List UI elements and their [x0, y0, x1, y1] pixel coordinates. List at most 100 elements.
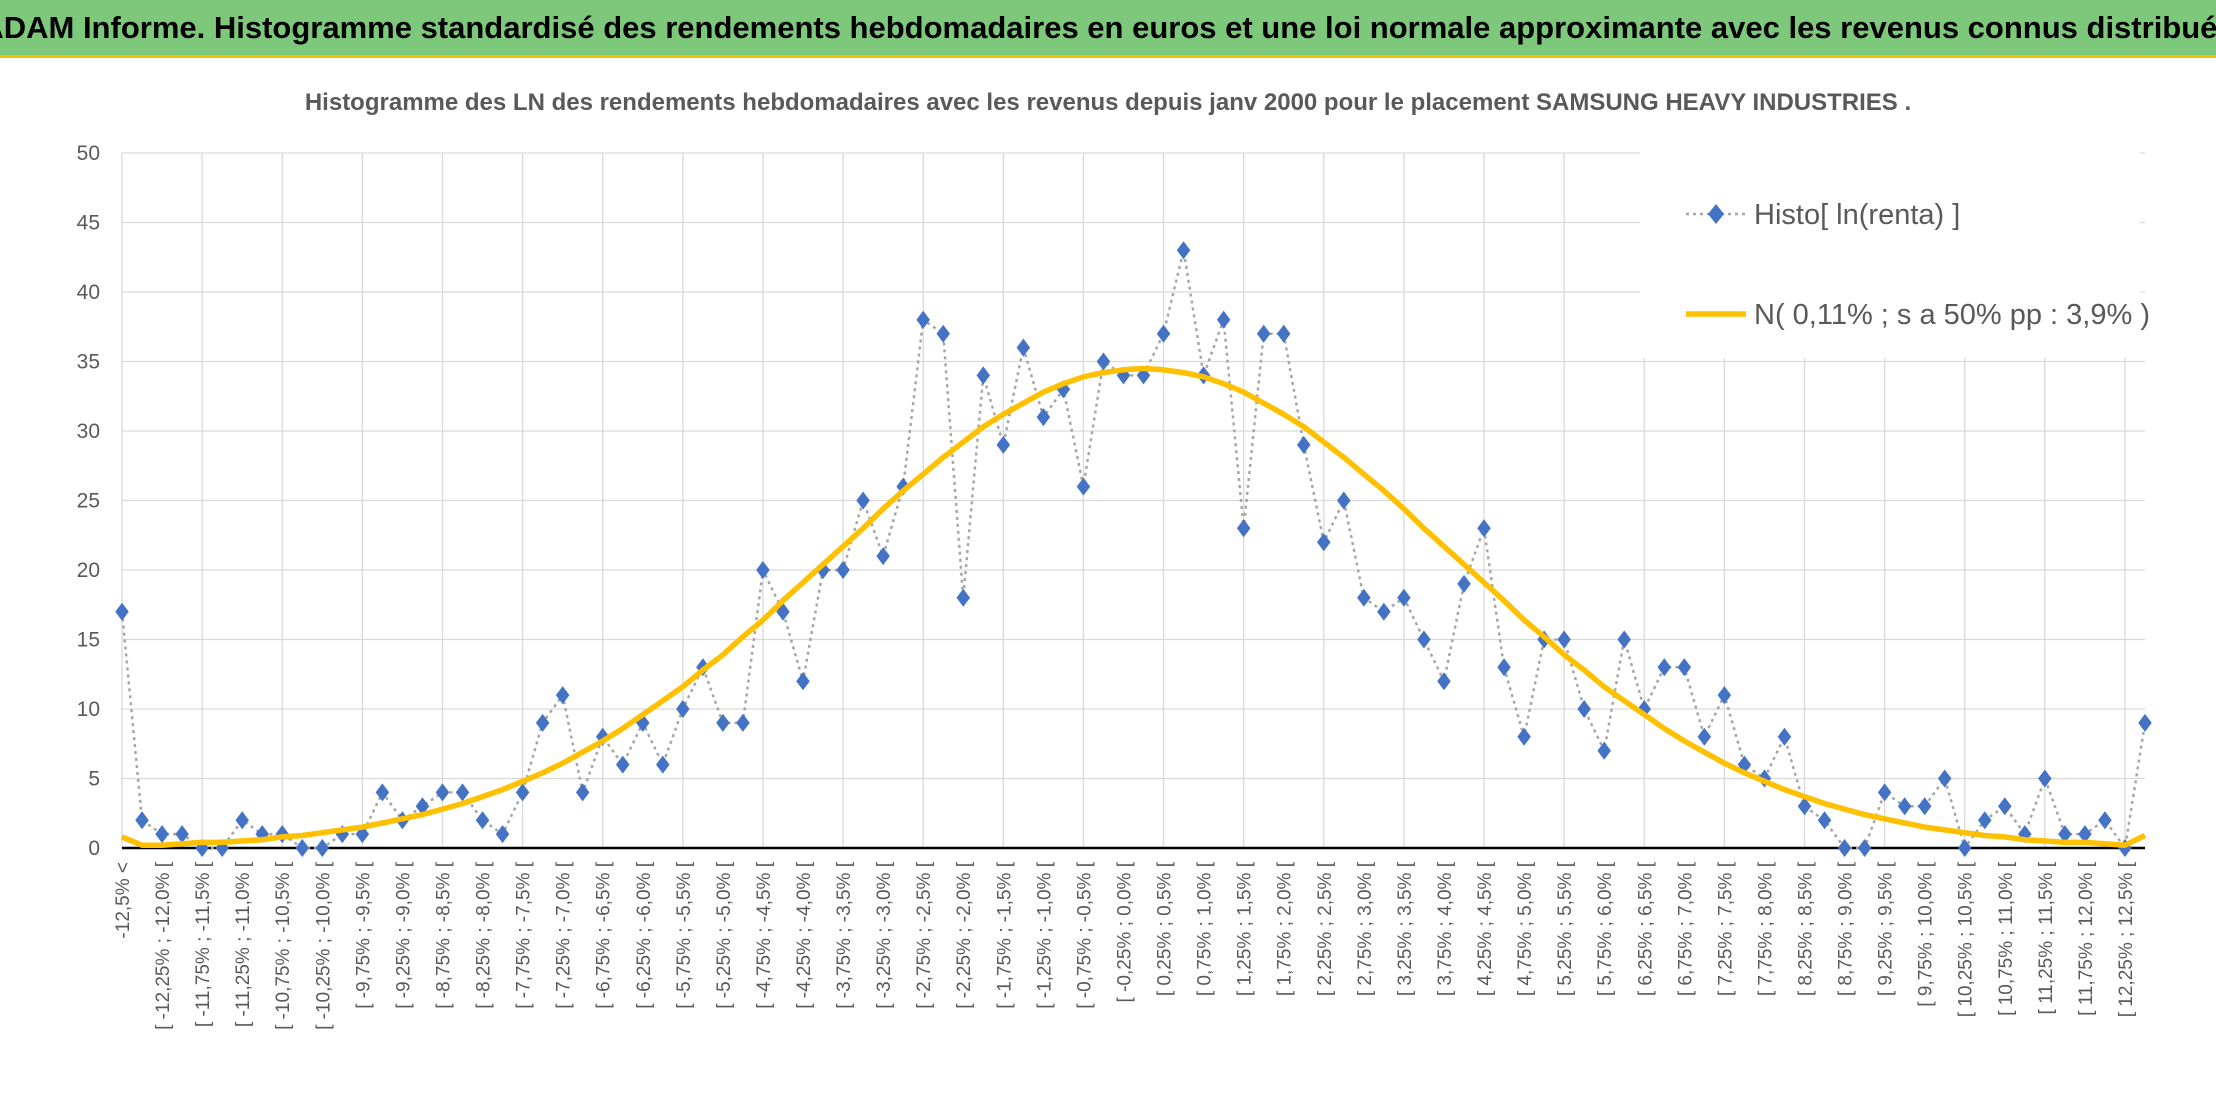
x-tick-label: [ -5,25% ; -5,0% [: [714, 861, 735, 1009]
data-point: [736, 713, 750, 732]
x-tick-label: [ -8,75% ; -8,5% [: [433, 861, 454, 1009]
data-point: [2078, 825, 2092, 844]
data-point: [956, 588, 970, 607]
x-tick-label: [ -12,25% ; -12,0% [: [153, 861, 174, 1030]
data-point: [856, 491, 870, 510]
x-tick-label: [ -2,25% ; -2,0% [: [954, 861, 975, 1009]
legend-label: N( 0,11% ; s a 50% pp : 3,9% ): [1754, 299, 2150, 331]
data-point: [1156, 324, 1171, 343]
x-tick-label: [ 0,25% ; 0,5% [: [1155, 861, 1176, 996]
chart: Histogramme des LN des rendements hebdom…: [77, 89, 2152, 1030]
data-point: [135, 811, 149, 830]
data-point: [575, 783, 590, 802]
x-tick-label: [ -2,75% ; -2,5% [: [914, 861, 935, 1009]
data-point: [1777, 727, 1792, 746]
x-tick-label: [ 4,25% ; 4,5% [: [1475, 861, 1496, 996]
x-tick-label: [ 12,25% ; 12,5% [: [2116, 861, 2137, 1017]
data-point: [1297, 435, 1311, 454]
data-point: [375, 783, 390, 802]
data-point: [916, 310, 930, 329]
data-point: [1397, 588, 1411, 607]
x-tick-label: [ -10,25% ; -10,0% [: [313, 861, 334, 1030]
x-tick-label: [ -7,25% ; -7,0% [: [554, 861, 575, 1009]
x-tick-label: [ -5,75% ; -5,5% [: [674, 861, 695, 1009]
data-point: [615, 755, 630, 774]
x-tick-label: [ -11,75% ; -11,5% [: [193, 861, 214, 1027]
data-point: [1517, 727, 1531, 746]
data-point: [1897, 797, 1912, 816]
y-tick-label: 50: [77, 142, 100, 165]
x-tick-label: [ -11,25% ; -11,0% [: [233, 861, 254, 1027]
y-tick-label: 35: [77, 351, 100, 374]
data-point: [1677, 658, 1692, 677]
x-tick-label: [ -1,75% ; -1,5% [: [994, 861, 1015, 1009]
x-tick-label: [ -9,75% ; -9,5% [: [353, 861, 374, 1009]
y-tick-label: 45: [77, 212, 100, 235]
x-tick-label: [ -9,25% ; -9,0% [: [393, 861, 414, 1009]
data-point: [936, 324, 950, 343]
data-point: [175, 825, 189, 844]
x-tick-label: [ -3,75% ; -3,5% [: [834, 861, 855, 1009]
x-tick-label: [ -6,25% ; -6,0% [: [634, 861, 655, 1009]
data-point: [876, 547, 890, 566]
data-point: [1877, 783, 1892, 802]
x-tick-label: [ -10,75% ; -10,5% [: [273, 861, 294, 1030]
data-point: [1256, 324, 1271, 343]
x-tick-label: [ 4,75% ; 5,0% [: [1515, 861, 1536, 996]
legend: Histo[ ln(renta) ] N( 0,11% ; s a 50% pp …: [1640, 148, 2150, 358]
data-point: [1236, 519, 1251, 538]
data-point: [1437, 672, 1451, 691]
x-tick-label: [ 11,75% ; 12,0% [: [2076, 861, 2097, 1016]
legend-box: [1640, 148, 2140, 358]
data-point: [1597, 741, 1611, 760]
data-point: [115, 602, 129, 621]
data-point: [1477, 519, 1491, 538]
data-point: [2138, 713, 2152, 732]
data-point: [1096, 352, 1111, 371]
data-point: [295, 839, 310, 857]
y-tick-label: 25: [77, 490, 100, 513]
data-point: [756, 561, 770, 579]
data-point: [656, 755, 670, 774]
x-tick-label: [ 10,75% ; 11,0% [: [1996, 861, 2017, 1016]
x-tick-label: [ -6,75% ; -6,5% [: [594, 861, 615, 1009]
x-tick-label: [ 6,75% ; 7,0% [: [1675, 861, 1696, 996]
data-point: [1998, 797, 2012, 816]
x-tick-label: [ 5,25% ; 5,5% [: [1555, 861, 1576, 996]
data-point: [1797, 797, 1812, 816]
data-point: [1176, 241, 1191, 260]
data-point: [1917, 797, 1932, 816]
x-tick-label: [ -0,75% ; -0,5% [: [1074, 861, 1095, 1009]
header-title: ADAM Informe. Histogramme standardisé de…: [0, 0, 2216, 58]
data-point: [1016, 338, 1031, 357]
data-point: [1076, 477, 1091, 496]
data-point: [976, 366, 991, 385]
data-point: [555, 686, 570, 705]
x-tick-label: [ -8,25% ; -8,0% [: [474, 861, 495, 1009]
data-point: [2038, 769, 2052, 788]
data-point: [1817, 811, 1832, 830]
y-tick-label: 5: [88, 768, 100, 791]
x-tick-label: [ 2,75% ; 3,0% [: [1355, 861, 1376, 996]
data-point: [1276, 324, 1291, 343]
data-point: [495, 825, 510, 844]
data-point: [1577, 700, 1591, 718]
y-tick-label: 30: [77, 420, 100, 443]
data-point: [1497, 658, 1511, 677]
y-tick-label: 10: [77, 698, 100, 721]
data-point: [475, 811, 490, 830]
data-point: [996, 435, 1011, 454]
legend-marker: [1708, 204, 1724, 224]
x-tick-label: [ 6,25% ; 6,5% [: [1635, 861, 1656, 996]
data-point: [836, 561, 850, 579]
x-tick-label: [ 9,25% ; 9,5% [: [1876, 861, 1897, 996]
data-point: [155, 825, 169, 844]
y-tick-label: 0: [88, 837, 100, 860]
data-point: [1657, 658, 1672, 677]
data-point: [235, 811, 249, 830]
x-tick-label: [ 10,25% ; 10,5% [: [1956, 861, 1977, 1017]
x-tick-label: [ -1,25% ; -1,0% [: [1034, 861, 1055, 1009]
x-tick-label: [ 7,75% ; 8,0% [: [1755, 861, 1776, 996]
x-tick-label: [ 8,75% ; 9,0% [: [1836, 861, 1857, 996]
